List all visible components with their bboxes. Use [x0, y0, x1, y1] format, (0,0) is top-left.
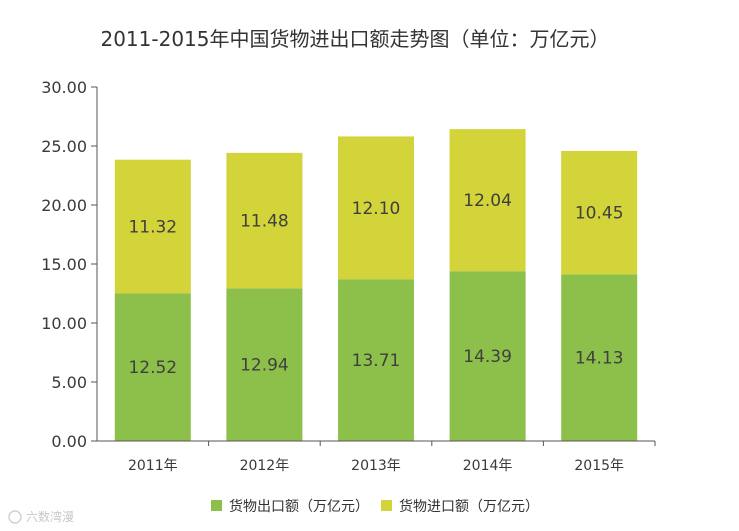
data-label-export-3: 13.71	[352, 351, 401, 371]
x-axis: 2011年 2012年 2013年 2014年 2015年	[97, 440, 656, 474]
data-label-export-4: 14.39	[463, 347, 512, 367]
bar-import-1	[114, 159, 191, 294]
y-tick-label: 10.00	[41, 314, 87, 333]
data-label-import-3: 12.10	[352, 199, 401, 219]
data-label-import-2: 11.48	[240, 212, 289, 232]
data-label-import-4: 12.04	[463, 191, 512, 211]
bar-export-1	[114, 293, 191, 441]
y-tick-label: 0.00	[51, 432, 87, 451]
y-axis: 0.00 5.00 10.00 15.00 20.00 25.00 30.00	[41, 78, 98, 451]
watermark: 六数湾漫	[8, 509, 74, 524]
bar-export-5	[561, 274, 638, 441]
bars: 12.52 11.32 12.94 11.48 13.71 12.10 14.39 12.04…	[114, 129, 638, 441]
legend-export-swatch	[211, 500, 222, 511]
chart-title: 2011-2015年中国货物进出口额走势图（单位：万亿元）	[100, 27, 609, 51]
y-tick-label: 15.00	[41, 255, 87, 274]
data-label-export-1: 12.52	[128, 358, 177, 378]
bar-import-5	[561, 150, 638, 275]
bar-export-4	[449, 271, 526, 441]
legend-export-label: 货物出口额（万亿元）	[229, 498, 369, 515]
y-tick-label: 30.00	[41, 78, 87, 97]
watermark-text: 六数湾漫	[26, 509, 74, 524]
legend-import-label: 货物进口额（万亿元）	[399, 498, 539, 515]
data-label-export-2: 12.94	[240, 356, 289, 376]
x-tick-label: 2012年	[240, 458, 290, 474]
x-tick-label: 2011年	[128, 458, 178, 474]
x-tick-label: 2015年	[574, 458, 624, 474]
bar-import-4	[449, 129, 526, 272]
legend-import-swatch	[381, 500, 392, 511]
y-tick-label: 20.00	[41, 196, 87, 215]
watermark-logo-icon	[8, 510, 22, 524]
bar-export-3	[338, 279, 414, 441]
bar-export-2	[226, 288, 303, 441]
legend: 货物出口额（万亿元） 货物进口额（万亿元）	[211, 498, 539, 515]
bar-import-3	[338, 136, 414, 280]
data-label-import-5: 10.45	[575, 204, 624, 224]
bar-import-2	[226, 152, 303, 289]
data-label-import-1: 11.32	[128, 217, 177, 237]
data-label-export-5: 14.13	[575, 349, 624, 369]
y-tick-label: 5.00	[51, 373, 87, 392]
y-tick-label: 25.00	[41, 137, 87, 156]
x-tick-label: 2013年	[351, 458, 401, 474]
x-tick-label: 2014年	[463, 458, 513, 474]
